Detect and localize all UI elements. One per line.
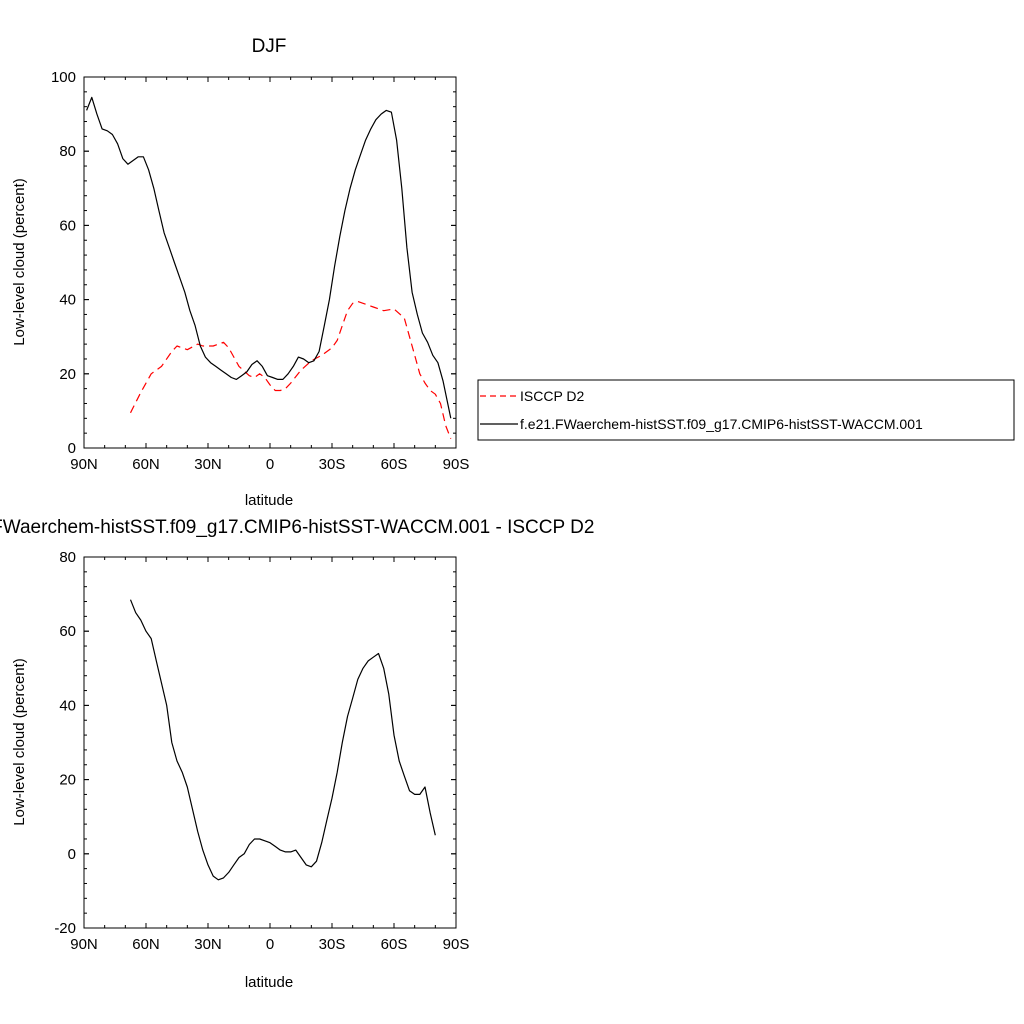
series-line-0	[129, 599, 436, 881]
y-tick-label: 20	[59, 366, 76, 383]
y-tick-label: 60	[59, 217, 76, 234]
y-tick-label: 80	[59, 549, 76, 566]
x-tick-label: 60S	[381, 936, 408, 953]
x-tick-label: 90S	[443, 936, 470, 953]
y-tick-label: 0	[68, 440, 76, 457]
legend-label-model: f.e21.FWaerchem-histSST.f09_g17.CMIP6-hi…	[520, 416, 923, 432]
series-line-1	[86, 96, 452, 419]
x-axis-label: latitude	[245, 492, 293, 509]
top-plot-area	[83, 76, 457, 449]
x-tick-label: 30N	[194, 936, 222, 953]
x-tick-label: 30N	[194, 456, 222, 473]
x-tick-label: 90S	[443, 456, 470, 473]
bottom-axis-ticks: 90N 60N 30N 0 30S 60S 90S -20 0 20 40 60 80	[54, 549, 469, 953]
y-axis-label: Low-level cloud (percent)	[11, 178, 28, 346]
x-tick-label: 30S	[319, 456, 346, 473]
x-tick-label: 90N	[70, 936, 98, 953]
chart-panel-top: DJF 90N 60N 30N 0 30S 60S 90S 0 20 40 60 80 100 lati…	[11, 36, 1015, 509]
y-tick-label: 20	[59, 772, 76, 789]
y-tick-label: 40	[59, 292, 76, 309]
legend-label-isccp: ISCCP D2	[520, 388, 585, 404]
y-tick-label: -20	[54, 920, 76, 937]
x-tick-label: 30S	[319, 936, 346, 953]
bottom-plot-area	[83, 556, 457, 929]
top-series-lines	[86, 96, 452, 439]
series-line-0	[129, 300, 452, 439]
legend-box	[477, 379, 1015, 441]
y-axis-label-bottom: Low-level cloud (percent)	[11, 658, 28, 826]
y-tick-label: 100	[51, 69, 76, 86]
y-tick-label: 80	[59, 143, 76, 160]
y-tick-label: 40	[59, 697, 76, 714]
plot-frame	[83, 556, 457, 929]
x-tick-label: 0	[266, 936, 274, 953]
y-tick-label: 60	[59, 623, 76, 640]
chart-panel-bottom: f.e21.FWaerchem-histSST.f09_g17.CMIP6-hi…	[0, 517, 594, 991]
y-tick-label: 0	[68, 846, 76, 863]
x-tick-label: 0	[266, 456, 274, 473]
bottom-series-lines	[129, 599, 436, 881]
chart-title-difference: f.e21.FWaerchem-histSST.f09_g17.CMIP6-hi…	[0, 517, 594, 538]
chart-title: DJF	[252, 36, 287, 57]
x-axis-label-bottom: latitude	[245, 974, 293, 991]
top-axis-ticks: 90N 60N 30N 0 30S 60S 90S 0 20 40 60 80 100	[51, 69, 469, 473]
plot-frame	[83, 76, 457, 449]
x-tick-label: 60N	[132, 936, 160, 953]
legend: ISCCP D2 f.e21.FWaerchem-histSST.f09_g17…	[477, 379, 1015, 441]
x-tick-label: 60S	[381, 456, 408, 473]
x-tick-label: 90N	[70, 456, 98, 473]
x-tick-label: 60N	[132, 456, 160, 473]
